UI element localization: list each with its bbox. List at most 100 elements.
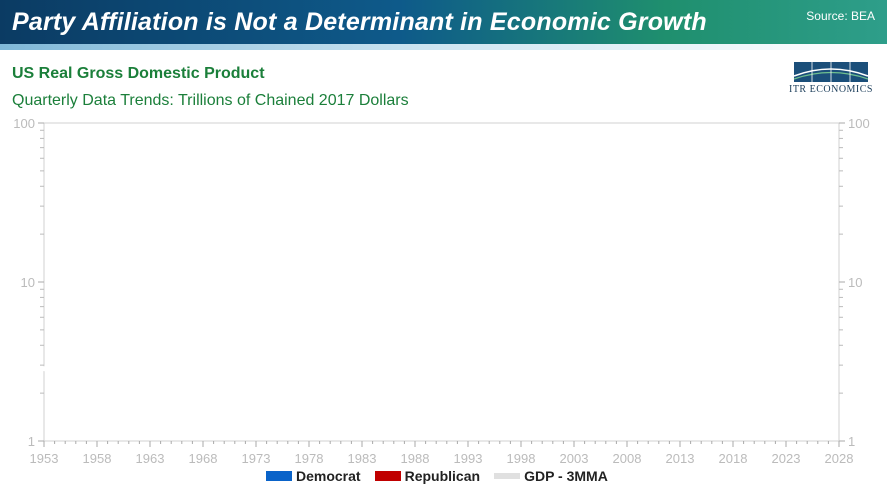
gdp-point bbox=[487, 273, 491, 277]
gdp-point bbox=[583, 252, 587, 256]
admin-name-3: Carter bbox=[301, 134, 339, 149]
x-tick-label: 1988 bbox=[401, 451, 430, 466]
x-tick-label: 1953 bbox=[30, 451, 59, 466]
gdp-point bbox=[742, 232, 746, 236]
gdp-point bbox=[731, 234, 735, 238]
logo-text: ITR ECONOMICS bbox=[788, 84, 873, 95]
x-tick-label: 2028 bbox=[825, 451, 854, 466]
gdp-series-line bbox=[41, 223, 807, 373]
gdp-point bbox=[530, 261, 534, 265]
gdp-point bbox=[116, 354, 120, 358]
x-tick-label: 1968 bbox=[189, 451, 218, 466]
gdp-point bbox=[625, 246, 629, 250]
gdp-point bbox=[784, 227, 788, 231]
gdp-point bbox=[402, 288, 406, 292]
gdp-point bbox=[763, 229, 767, 233]
admin-name-1: Kennedy/ bbox=[142, 134, 201, 149]
admin-name-4: Reagan/Bush bbox=[363, 134, 446, 149]
gdp-point bbox=[657, 245, 661, 249]
x-tick-label: 1958 bbox=[83, 451, 112, 466]
admin-name-1-line2: Johnson bbox=[145, 153, 199, 168]
gdp-point bbox=[169, 337, 173, 341]
x-tick-label: 1998 bbox=[507, 451, 536, 466]
gdp-point bbox=[307, 305, 311, 309]
admin-name-2: Nixon/ bbox=[237, 134, 277, 149]
gdp-point bbox=[328, 304, 332, 308]
y-tick-label-right: 100 bbox=[848, 116, 870, 131]
legend-gdp: GDP - 3MMA bbox=[494, 468, 608, 484]
gdp-point bbox=[243, 319, 247, 323]
gdp-point bbox=[275, 316, 279, 320]
admin-growth-8: 1.8% bbox=[728, 172, 760, 188]
gdp-point bbox=[53, 368, 57, 372]
legend-democrat-swatch bbox=[266, 471, 292, 481]
gdp-point bbox=[636, 248, 640, 252]
gdp-point bbox=[265, 316, 269, 320]
gdp-point bbox=[614, 247, 618, 251]
gdp-point bbox=[477, 275, 481, 279]
gdp-point bbox=[254, 316, 258, 320]
gdp-point bbox=[678, 242, 682, 246]
logo-mark-icon bbox=[793, 62, 869, 82]
gdp-point bbox=[212, 325, 216, 329]
gdp-point bbox=[84, 360, 88, 364]
x-tick-label: 1973 bbox=[242, 451, 271, 466]
admin-growth-6: 1.9% bbox=[580, 172, 612, 188]
gdp-point bbox=[180, 333, 184, 337]
admin-growth-4: 3.6% bbox=[364, 172, 396, 188]
gdp-point bbox=[360, 300, 364, 304]
legend-democrat-label: Democrat bbox=[296, 468, 361, 484]
x-tick-label: 1993 bbox=[454, 451, 483, 466]
gdp-point bbox=[371, 295, 375, 299]
gdp-point bbox=[127, 353, 131, 357]
x-tick-label: 2003 bbox=[560, 451, 589, 466]
gdp-point bbox=[551, 258, 555, 262]
x-tick-label: 1963 bbox=[136, 451, 165, 466]
gdp-point bbox=[752, 237, 756, 241]
admin-growth-3: 3.3% bbox=[304, 172, 336, 188]
gdp-point bbox=[572, 255, 576, 259]
legend-gdp-label: GDP - 3MMA bbox=[524, 468, 608, 484]
gdp-point bbox=[667, 244, 671, 248]
admin-growth-7: 2.0% bbox=[665, 172, 697, 188]
gdp-point bbox=[286, 312, 290, 316]
gdp-point bbox=[604, 248, 608, 252]
gdp-point bbox=[720, 235, 724, 239]
x-tick-label: 2008 bbox=[613, 451, 642, 466]
legend-republican: Republican bbox=[374, 468, 480, 484]
gdp-point bbox=[710, 237, 714, 241]
chart-legend: Democrat Republican GDP - 3MMA bbox=[266, 467, 622, 485]
gdp-point bbox=[74, 361, 78, 365]
gdp-point bbox=[42, 367, 46, 371]
admin-name-2-line2: Ford bbox=[242, 153, 271, 168]
y-tick-label-left: 100 bbox=[13, 116, 35, 131]
title-banner: Party Affiliation is Not a Determinant i… bbox=[0, 0, 887, 44]
itr-logo: ITR ECONOMICS bbox=[782, 60, 880, 100]
x-tick-label: 2018 bbox=[719, 451, 748, 466]
legend-gdp-swatch bbox=[494, 473, 521, 479]
gdp-point bbox=[381, 293, 385, 297]
admin-name-0: Eisenhower bbox=[50, 134, 123, 149]
gdp-point bbox=[445, 282, 449, 286]
gdp-point bbox=[773, 228, 777, 232]
gdp-point bbox=[519, 265, 523, 269]
gdp-point bbox=[795, 225, 799, 229]
admin-name-6: Bush bbox=[579, 134, 612, 149]
gdp-point bbox=[802, 224, 806, 228]
gdp-point bbox=[413, 286, 417, 290]
gdp-point bbox=[201, 327, 205, 331]
admin-growth-2: 2.8% bbox=[241, 172, 273, 188]
gdp-point bbox=[63, 363, 67, 367]
gdp-point bbox=[540, 259, 544, 263]
gdp-point bbox=[699, 238, 703, 242]
gdp-point bbox=[758, 231, 761, 235]
gdp-point bbox=[190, 331, 194, 335]
legend-democrat: Democrat bbox=[266, 468, 361, 484]
admin-growth-9: 3.3% bbox=[771, 172, 803, 188]
gdp-point bbox=[561, 257, 565, 261]
admin-growth-4-b: 2.2% bbox=[414, 172, 446, 188]
y-tick-label-left: 10 bbox=[21, 275, 35, 290]
y-tick-label-right: 1 bbox=[848, 434, 855, 449]
gdp-point bbox=[392, 291, 396, 295]
